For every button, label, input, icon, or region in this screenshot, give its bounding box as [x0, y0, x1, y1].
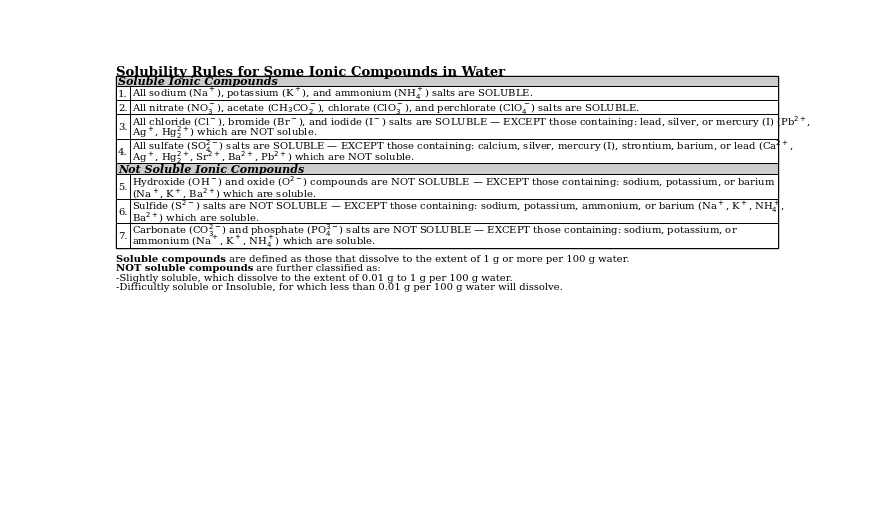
Text: NOT soluble compounds: NOT soluble compounds — [116, 264, 253, 273]
Bar — [116, 139, 130, 164]
Text: -Slightly soluble, which dissolve to the extent of 0.01 g to 1 g per 100 g water: -Slightly soluble, which dissolve to the… — [116, 273, 512, 282]
Bar — [116, 115, 130, 139]
Bar — [116, 101, 777, 115]
Bar — [116, 87, 130, 101]
Text: Hydroxide (OH$^-$) and oxide (O$^{2-}$) compounds are NOT SOLUBLE — EXCEPT those: Hydroxide (OH$^-$) and oxide (O$^{2-}$) … — [132, 174, 774, 189]
Text: 1.: 1. — [118, 90, 127, 99]
Text: 4.: 4. — [118, 147, 127, 156]
Text: 3.: 3. — [118, 123, 127, 132]
Bar — [116, 164, 777, 175]
Text: Ag$^+$, Hg$_2^{2+}$) which are NOT soluble.: Ag$^+$, Hg$_2^{2+}$) which are NOT solub… — [132, 124, 317, 141]
Text: 5.: 5. — [118, 183, 127, 191]
Text: All chloride (Cl$^-$), bromide (Br$^-$), and iodide (I$^-$) salts are SOLUBLE — : All chloride (Cl$^-$), bromide (Br$^-$),… — [132, 114, 810, 129]
Text: All sulfate (SO$_4^{2-}$) salts are SOLUBLE — EXCEPT those containing: calcium, : All sulfate (SO$_4^{2-}$) salts are SOLU… — [132, 138, 793, 155]
Bar — [116, 76, 777, 248]
Text: Ba$^{2+}$) which are soluble.: Ba$^{2+}$) which are soluble. — [132, 210, 260, 224]
Text: 6.: 6. — [118, 207, 127, 216]
Text: ammonium (Na$^+$, K$^+$, NH$_4^+$) which are soluble.: ammonium (Na$^+$, K$^+$, NH$_4^+$) which… — [132, 234, 375, 250]
Text: 7.: 7. — [118, 232, 127, 241]
Text: are further classified as:: are further classified as: — [253, 264, 381, 273]
Text: All sodium (Na$^+$), potassium (K$^+$), and ammonium (NH$_4^+$) salts are SOLUBL: All sodium (Na$^+$), potassium (K$^+$), … — [132, 86, 533, 102]
Bar — [116, 101, 130, 115]
Text: -Difficultly soluble or Insoluble, for which less than 0.01 g per 100 g water wi: -Difficultly soluble or Insoluble, for w… — [116, 282, 562, 291]
Text: Ag$^+$, Hg$_2^{2+}$, Sr$^{2+}$, Ba$^{2+}$, Pb$^{2+}$) which are NOT soluble.: Ag$^+$, Hg$_2^{2+}$, Sr$^{2+}$, Ba$^{2+}… — [132, 149, 415, 166]
Bar — [116, 76, 777, 87]
Bar — [116, 200, 130, 224]
Text: All nitrate (NO$_3^-$), acetate (CH$_3$CO$_2^-$), chlorate (ClO$_3^-$), and perc: All nitrate (NO$_3^-$), acetate (CH$_3$C… — [132, 100, 639, 116]
Text: Carbonate (CO$_3^{2-}$) and phosphate (PO$_4^{3-}$) salts are NOT SOLUBLE — EXCE: Carbonate (CO$_3^{2-}$) and phosphate (P… — [132, 222, 738, 239]
Text: Soluble Ionic Compounds: Soluble Ionic Compounds — [118, 76, 278, 88]
Bar — [116, 87, 777, 101]
Text: are defined as those that dissolve to the extent of 1 g or more per 100 g water.: are defined as those that dissolve to th… — [225, 254, 629, 264]
Bar — [116, 224, 777, 248]
Text: (Na$^+$, K$^+$, Ba$^{2+}$) which are soluble.: (Na$^+$, K$^+$, Ba$^{2+}$) which are sol… — [132, 185, 317, 200]
Bar — [116, 224, 130, 248]
Bar — [116, 139, 777, 164]
Bar — [116, 200, 777, 224]
Bar — [116, 115, 777, 139]
Bar — [116, 175, 777, 200]
Text: Not Soluble Ionic Compounds: Not Soluble Ionic Compounds — [118, 164, 304, 175]
Text: 2.: 2. — [118, 103, 127, 112]
Text: Soluble compounds: Soluble compounds — [116, 254, 225, 264]
Text: Sulfide (S$^{2-}$) salts are NOT SOLUBLE — EXCEPT those containing: sodium, pota: Sulfide (S$^{2-}$) salts are NOT SOLUBLE… — [132, 197, 784, 214]
Bar — [116, 175, 130, 200]
Text: Solubility Rules for Some Ionic Compounds in Water: Solubility Rules for Some Ionic Compound… — [116, 66, 504, 79]
